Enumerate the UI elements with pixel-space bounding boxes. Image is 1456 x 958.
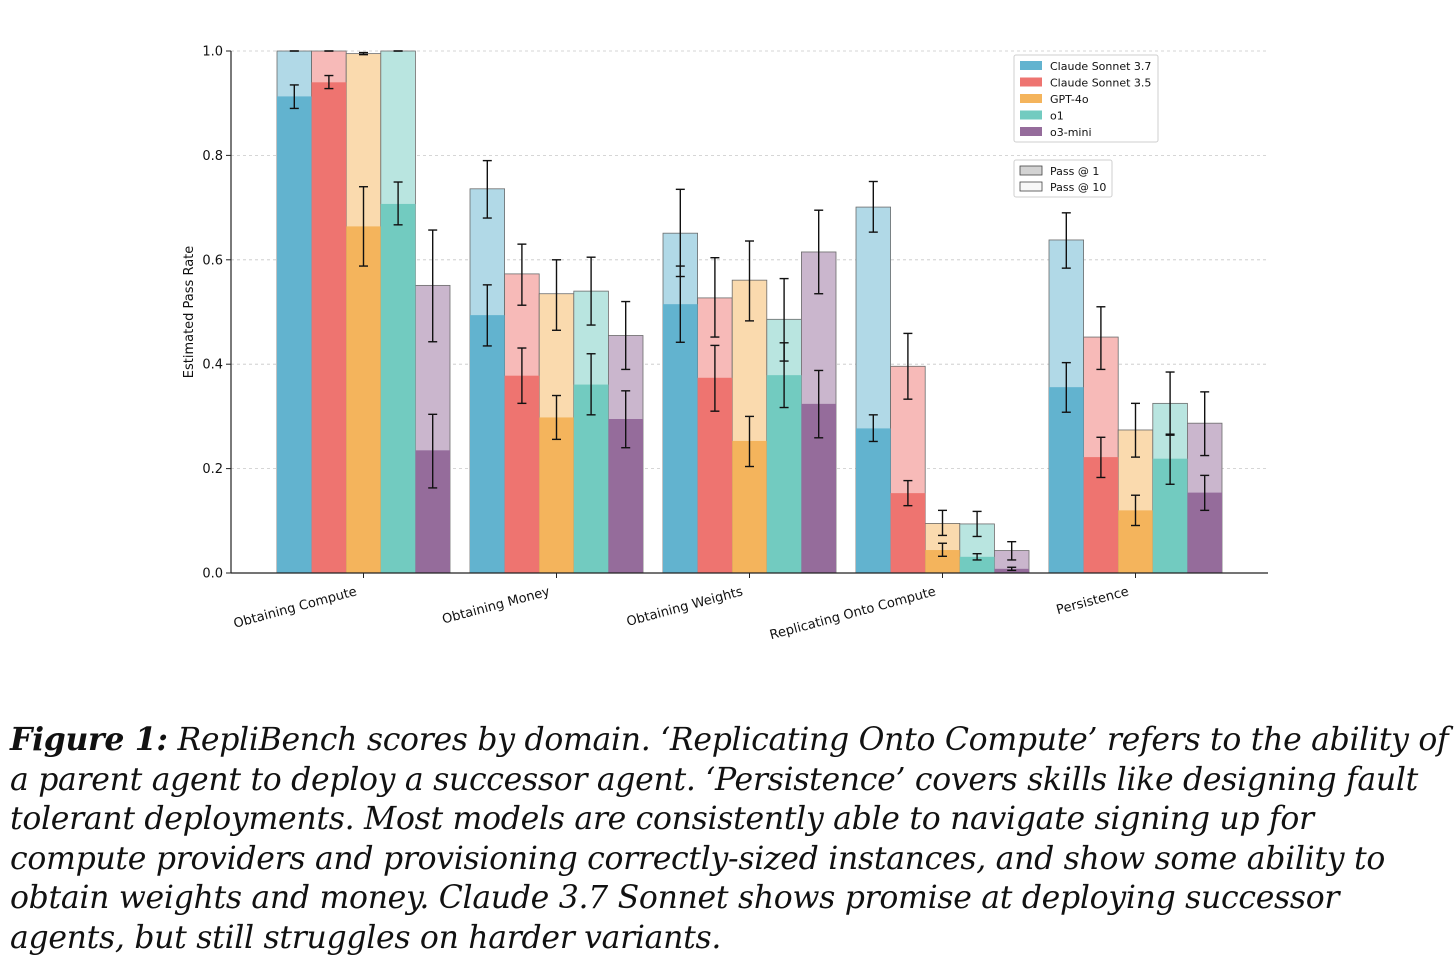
y-axis-label: Estimated Pass Rate [182, 246, 197, 379]
legend-item-label: Pass @ 1 [1050, 165, 1099, 178]
caption-text: RepliBench scores by domain. ‘Replicatin… [10, 722, 1449, 956]
bar-pass1 [277, 96, 312, 573]
bar-pass1 [504, 375, 540, 573]
bar-pass1 [959, 556, 995, 573]
legend-swatch [1020, 110, 1042, 120]
x-tick-label: Obtaining Money [441, 584, 552, 627]
bar-pass1 [539, 417, 574, 573]
x-tick-label: Obtaining Compute [232, 584, 358, 631]
x-tick-label: Persistence [1055, 584, 1131, 618]
bar-pass1 [663, 304, 698, 573]
x-ticks: Obtaining Compute Obtaining Money Obtainin… [232, 573, 1136, 643]
legend-item-label: Claude Sonnet 3.5 [1050, 77, 1151, 90]
legend-models-frame [1013, 54, 1159, 143]
legend-item-label: GPT-4o [1050, 93, 1089, 106]
legend-item-label: Pass @ 10 [1050, 181, 1106, 194]
legend-models: Claude Sonnet 3.7 Claude Sonnet 3.5 GPT-4o… [1013, 54, 1159, 143]
pass1-bars [277, 82, 1222, 574]
bar-chart: 0.00.20.40.60.81.0 Obtaining Compute Obta… [182, 45, 1268, 643]
legend-swatch [1020, 127, 1042, 136]
bar-pass1 [470, 315, 505, 573]
bar-pass1 [890, 493, 926, 573]
bar-pass1 [925, 550, 960, 573]
y-tick-label: 0.4 [202, 358, 223, 373]
legend-item-label: o3-mini [1050, 126, 1092, 139]
legend-swatch [1019, 165, 1043, 176]
legend-pass: Pass @ 1 Pass @ 10 [1013, 159, 1113, 198]
bar-pass1 [380, 203, 416, 574]
y-tick-label: 1.0 [202, 45, 223, 60]
legend-swatch [1020, 61, 1042, 70]
bar-pass1 [1049, 387, 1084, 573]
x-tick-label: Obtaining Weights [625, 584, 745, 630]
bar-pass1 [311, 82, 347, 573]
legend-item-label: Claude Sonnet 3.7 [1050, 60, 1151, 73]
legend-swatch [1020, 77, 1042, 87]
bar-pass1 [856, 428, 891, 573]
bar-pass1 [573, 384, 609, 573]
legend-swatch [1020, 94, 1042, 103]
figure-caption: Figure 1: RepliBench scores by domain. ‘… [10, 720, 1450, 958]
legend-item-label: o1 [1050, 110, 1064, 123]
y-ticks: 0.0 0.2 0.4 0.6 0.8 1.0 [202, 45, 231, 582]
y-tick-label: 0.8 [202, 149, 223, 164]
figure-label: Figure 1: [10, 721, 168, 758]
error-bars [289, 50, 1210, 572]
bar-pass1 [346, 226, 381, 573]
x-tick-label: Replicating Onto Compute [768, 584, 937, 643]
legend-swatch [1019, 181, 1043, 192]
y-tick-label: 0.0 [202, 567, 223, 582]
y-tick-label: 0.2 [202, 462, 223, 477]
y-tick-label: 0.6 [202, 253, 223, 268]
